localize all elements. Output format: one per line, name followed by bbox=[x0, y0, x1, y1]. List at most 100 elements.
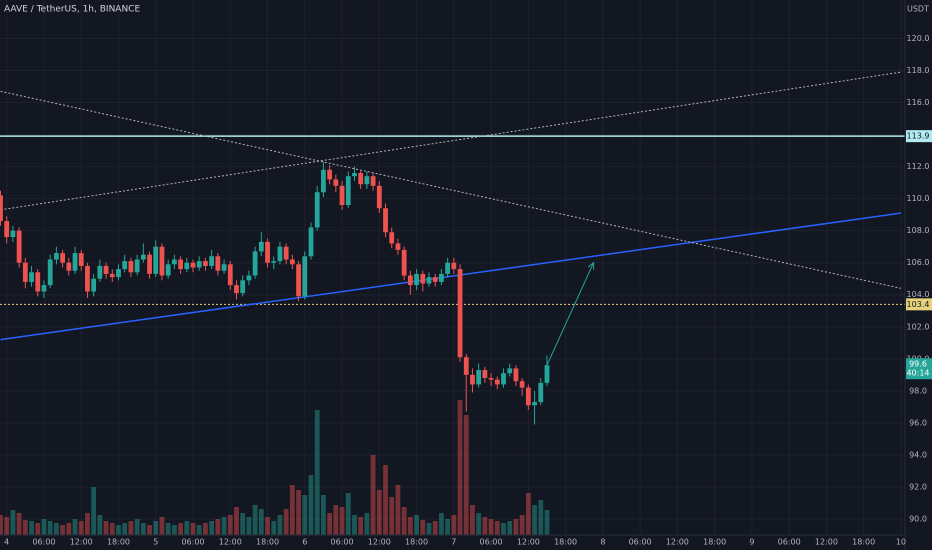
candle-body bbox=[91, 278, 97, 292]
volume-bar bbox=[314, 410, 320, 535]
volume-bar bbox=[47, 521, 53, 535]
x-tick-label: 06:00 bbox=[181, 538, 204, 547]
y-tick-label: 106.0 bbox=[907, 258, 930, 267]
x-tick-label: 18:00 bbox=[852, 538, 875, 547]
candle-body bbox=[35, 272, 41, 292]
volume-bar bbox=[53, 523, 59, 535]
volume-bar bbox=[513, 519, 519, 535]
x-tick-label: 6 bbox=[302, 538, 307, 547]
candle-body bbox=[66, 262, 72, 271]
volume-bar bbox=[190, 523, 196, 535]
volume-bar bbox=[445, 519, 451, 535]
candle-body bbox=[22, 262, 28, 282]
candle-body bbox=[289, 259, 295, 265]
volume-bar bbox=[35, 523, 41, 535]
volume-bar bbox=[4, 517, 10, 535]
candle-body bbox=[116, 269, 121, 278]
candle-body bbox=[383, 208, 388, 233]
y-tick-label: 120.0 bbox=[907, 34, 930, 43]
volume-bar bbox=[234, 507, 239, 535]
x-tick-label: 10 bbox=[896, 538, 906, 547]
candle-body bbox=[85, 265, 90, 292]
candle-body bbox=[10, 230, 16, 238]
candle-body bbox=[538, 382, 544, 403]
volume-bar bbox=[22, 520, 28, 535]
candle-body bbox=[389, 232, 395, 244]
volume-bar bbox=[265, 517, 270, 535]
candle-body bbox=[525, 387, 531, 406]
volume-bar bbox=[321, 495, 326, 535]
volume-bar bbox=[66, 523, 72, 535]
trend-line bbox=[0, 90, 902, 289]
y-tick-label: 112.0 bbox=[907, 162, 930, 171]
volume-bar bbox=[103, 521, 109, 535]
candle-body bbox=[60, 253, 65, 263]
candle-body bbox=[519, 381, 525, 388]
candle-body bbox=[246, 275, 252, 281]
candle-body bbox=[41, 285, 47, 292]
y-tick-label: 108.0 bbox=[907, 226, 930, 235]
candle-body bbox=[103, 265, 109, 274]
candle-body bbox=[370, 176, 376, 186]
volume-bar bbox=[451, 515, 457, 535]
volume-bar bbox=[10, 510, 16, 535]
candle-body bbox=[4, 221, 10, 238]
candle-body bbox=[196, 261, 202, 268]
x-tick-label: 06:00 bbox=[778, 538, 801, 547]
volume-bar bbox=[271, 521, 277, 535]
volume-bar bbox=[544, 510, 550, 535]
x-tick-label: 9 bbox=[749, 538, 754, 547]
candle-body bbox=[432, 277, 438, 282]
volume-bar bbox=[463, 415, 469, 535]
volume-bar bbox=[302, 495, 308, 535]
y-tick-label: 98.0 bbox=[909, 386, 927, 395]
volume-bar bbox=[203, 523, 208, 535]
volume-bar bbox=[482, 517, 488, 535]
volume-bar bbox=[376, 490, 382, 535]
candle-body bbox=[153, 246, 159, 274]
volume-bar bbox=[501, 523, 506, 535]
volume-bar bbox=[171, 525, 177, 535]
volume-bar bbox=[215, 519, 221, 535]
candle-body bbox=[333, 179, 339, 186]
volume-bar bbox=[227, 515, 233, 535]
candle-body bbox=[227, 264, 233, 286]
arrow-head bbox=[587, 261, 595, 270]
y-tick-label: 96.0 bbox=[909, 418, 927, 427]
volume-bar bbox=[116, 525, 121, 535]
volume-bar bbox=[240, 513, 246, 535]
candle-body bbox=[314, 192, 320, 228]
candle-body bbox=[165, 264, 171, 276]
candle-body bbox=[488, 378, 494, 380]
x-tick-label: 18:00 bbox=[554, 538, 577, 547]
x-tick-label: 8 bbox=[600, 538, 605, 547]
volume-bar bbox=[122, 523, 128, 535]
volume-bar bbox=[153, 521, 159, 535]
volume-bar bbox=[476, 513, 482, 535]
x-tick-label: 12:00 bbox=[517, 538, 540, 547]
y-tick-label: 90.0 bbox=[909, 514, 927, 523]
x-tick-label: 4 bbox=[4, 538, 9, 547]
symbol-title: AAVE / TetherUS, 1h, BINANCE bbox=[4, 5, 140, 15]
volume-bar bbox=[401, 507, 407, 535]
candle-body bbox=[53, 253, 59, 260]
candle-body bbox=[184, 262, 190, 270]
candle-body bbox=[209, 256, 215, 266]
volume-bar bbox=[407, 517, 413, 535]
volume-bar bbox=[277, 515, 283, 535]
volume-bar bbox=[246, 517, 252, 535]
candle-body bbox=[414, 273, 419, 286]
volume-bar bbox=[109, 523, 115, 535]
candle-body bbox=[147, 254, 152, 274]
volume-bar bbox=[165, 523, 171, 535]
candle-body bbox=[221, 264, 227, 271]
volume-bar bbox=[327, 513, 333, 535]
volume-bar bbox=[184, 521, 190, 535]
candles bbox=[0, 161, 550, 425]
x-tick-label: 12:00 bbox=[70, 538, 93, 547]
candle-body bbox=[308, 227, 314, 257]
candle-body bbox=[140, 254, 146, 260]
volume-bar bbox=[538, 500, 544, 535]
volume-bar bbox=[358, 517, 364, 535]
y-tick-label: 92.0 bbox=[909, 482, 927, 491]
